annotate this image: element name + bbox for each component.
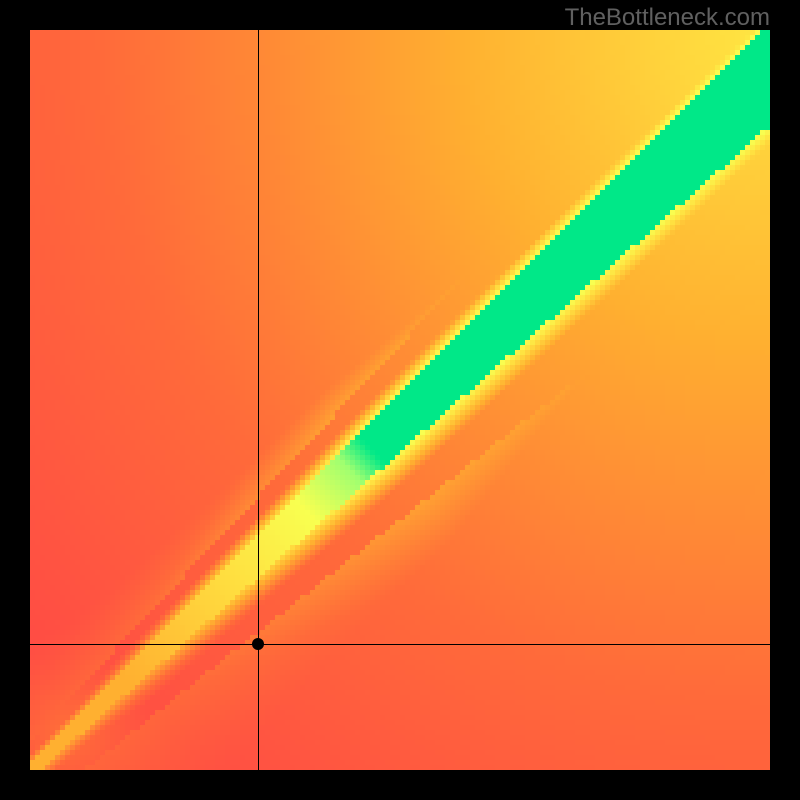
crosshair-horizontal	[30, 644, 770, 645]
bottleneck-heatmap	[30, 30, 770, 770]
figure-container: TheBottleneck.com	[0, 0, 800, 800]
crosshair-vertical	[258, 30, 259, 770]
watermark-text: TheBottleneck.com	[565, 4, 770, 32]
crosshair-marker-dot	[252, 638, 264, 650]
